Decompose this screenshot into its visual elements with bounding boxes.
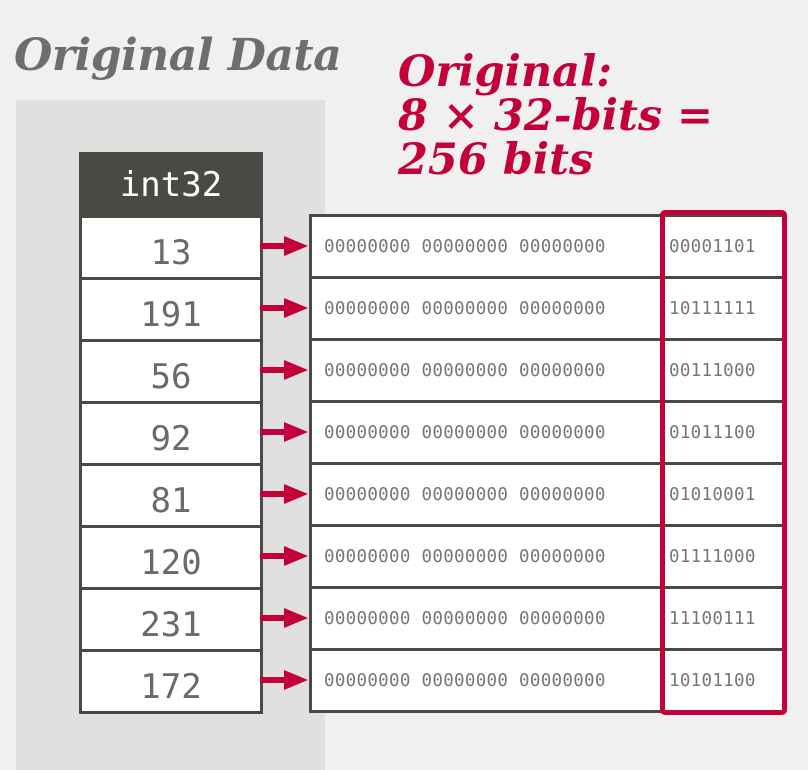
column-cell: 92: [82, 404, 260, 463]
bit-row: 00000000 00000000 00000000 01010001: [312, 465, 782, 524]
leading-bytes: 00000000 00000000 00000000: [324, 546, 606, 567]
column-cell: 81: [82, 466, 260, 525]
low-byte: 10111111: [669, 298, 756, 319]
bit-row: 00000000 00000000 00000000 01111000: [312, 527, 782, 586]
low-byte: 11100111: [669, 608, 756, 629]
leading-bytes: 00000000 00000000 00000000: [324, 484, 606, 505]
column-cell: 56: [82, 342, 260, 401]
low-byte: 01011100: [669, 422, 756, 443]
column-cell: 231: [82, 590, 260, 649]
bit-row: 00000000 00000000 00000000 10111111: [312, 279, 782, 338]
bit-row: 00000000 00000000 00000000 11100111: [312, 589, 782, 648]
bit-row: 00000000 00000000 00000000 01011100: [312, 403, 782, 462]
arrow-icon: [260, 236, 308, 256]
bit-row: 00000000 00000000 00000000 00001101: [312, 217, 782, 276]
low-byte: 10101100: [669, 670, 756, 691]
column-cell: 120: [82, 528, 260, 587]
arrow-icon: [260, 546, 308, 566]
low-byte: 01010001: [669, 484, 756, 505]
leading-bytes: 00000000 00000000 00000000: [324, 360, 606, 381]
size-note-line-2: 8 × 32-bits =: [398, 91, 714, 141]
int32-column: int32 13 191 56 92 81 120 231 172: [79, 152, 263, 714]
column-cell: 13: [82, 218, 260, 277]
leading-bytes: 00000000 00000000 00000000: [324, 670, 606, 691]
leading-bytes: 00000000 00000000 00000000: [324, 422, 606, 443]
leading-bytes: 00000000 00000000 00000000: [324, 298, 606, 319]
arrow-icon: [260, 670, 308, 690]
title: Original Data: [14, 30, 342, 81]
column-header: int32: [82, 155, 260, 215]
low-byte: 00001101: [669, 236, 756, 257]
leading-bytes: 00000000 00000000 00000000: [324, 608, 606, 629]
low-byte: 00111000: [669, 360, 756, 381]
arrow-icon: [260, 360, 308, 380]
column-cell: 172: [82, 652, 260, 711]
arrows: [260, 236, 308, 690]
size-note: Original: 8 × 32-bits = 256 bits: [398, 50, 713, 182]
arrow-icon: [260, 298, 308, 318]
arrow-icon: [260, 422, 308, 442]
size-note-line-1: Original:: [398, 47, 613, 97]
low-byte-highlight: [660, 210, 787, 715]
low-byte: 01111000: [669, 546, 756, 567]
leading-bytes: 00000000 00000000 00000000: [324, 236, 606, 257]
column-cell: 191: [82, 280, 260, 339]
arrow-icon: [260, 484, 308, 504]
bit-representation-table: 00000000 00000000 00000000 00001101 00000…: [309, 214, 785, 713]
arrow-icon: [260, 608, 308, 628]
bit-row: 00000000 00000000 00000000 00111000: [312, 341, 782, 400]
bit-row: 00000000 00000000 00000000 10101100: [312, 651, 782, 710]
size-note-line-3: 256 bits: [398, 135, 594, 185]
